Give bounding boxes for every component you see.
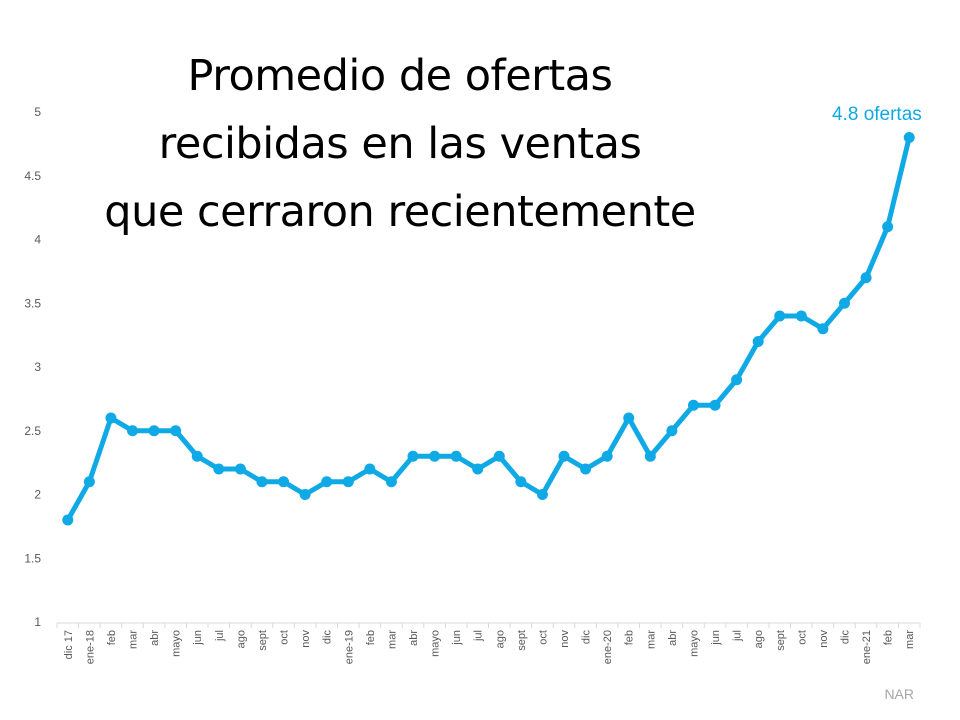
x-tick-label: ene-18 — [84, 630, 96, 664]
x-tick-label: feb — [106, 630, 118, 645]
data-point — [860, 272, 872, 284]
title-line-3: que cerraron recientemente — [104, 187, 696, 237]
x-tick-label: mar — [128, 630, 140, 649]
x-tick-label: feb — [365, 630, 377, 645]
data-point — [472, 463, 484, 475]
y-tick-label: 2 — [34, 488, 41, 502]
x-tick-label: dic — [581, 630, 593, 645]
data-point — [666, 425, 678, 437]
y-tick-label: 3.5 — [24, 296, 41, 310]
x-tick-label: dic — [322, 630, 334, 645]
data-point — [903, 132, 915, 143]
x-tick-label: sept — [516, 630, 528, 651]
data-point — [687, 399, 699, 411]
data-point — [536, 489, 548, 500]
data-point — [838, 297, 850, 309]
data-point — [256, 476, 268, 488]
x-tick-label: sept — [257, 630, 269, 651]
x-tick-label: feb — [883, 630, 895, 645]
data-point — [364, 463, 376, 475]
x-tick-label: ene-20 — [602, 630, 614, 664]
data-point — [493, 450, 505, 462]
data-point — [644, 450, 656, 462]
x-tick-label: sept — [775, 630, 787, 651]
x-tick-label: ago — [235, 630, 247, 648]
chart-title: Promedio de ofertas recibidas en las ven… — [40, 42, 760, 246]
data-point — [558, 450, 570, 462]
x-tick-label: ago — [494, 630, 506, 648]
x-tick-label: jul — [732, 630, 744, 642]
y-tick-label: 1 — [34, 615, 41, 629]
x-tick-label: abr — [149, 630, 161, 646]
data-point — [385, 476, 397, 488]
x-tick-label: mar — [645, 630, 657, 649]
data-point — [731, 374, 743, 386]
data-point — [213, 463, 225, 475]
data-point — [83, 476, 95, 488]
x-tick-label: dic 17 — [63, 630, 75, 659]
title-line-1: Promedio de ofertas — [187, 51, 613, 101]
data-point — [278, 476, 290, 488]
data-point — [709, 399, 721, 411]
x-tick-label: mayo — [171, 630, 183, 657]
data-point — [342, 476, 354, 488]
x-tick-label: mayo — [430, 630, 442, 657]
x-tick-label: abr — [667, 630, 679, 646]
x-tick-label: jul — [473, 630, 485, 642]
data-point — [191, 450, 203, 462]
y-tick-label: 2.5 — [24, 424, 41, 438]
x-tick-label: oct — [537, 630, 549, 645]
x-tick-label: ago — [753, 630, 765, 648]
data-line — [65, 135, 912, 523]
x-tick-label: nov — [300, 630, 312, 648]
x-tick-label: jun — [192, 630, 204, 646]
x-tick-label: ene-21 — [861, 630, 873, 664]
y-tick-label: 4.5 — [24, 169, 41, 183]
x-tick-label: mayo — [688, 630, 700, 657]
data-point — [752, 336, 764, 347]
data-point — [601, 450, 613, 462]
x-tick-label: jul — [214, 630, 226, 642]
y-tick-label: 4 — [34, 233, 41, 247]
data-point — [127, 425, 139, 437]
data-point — [321, 476, 333, 488]
x-tick-label: mar — [904, 630, 916, 649]
x-tick-label: feb — [624, 630, 636, 645]
x-tick-label: oct — [279, 630, 291, 645]
x-tick-label: mar — [386, 630, 398, 649]
last-value-annotation: 4.8 ofertas — [832, 104, 922, 125]
data-point — [234, 463, 246, 475]
data-point — [299, 489, 311, 500]
data-point — [817, 323, 829, 335]
title-line-2: recibidas en las ventas — [158, 119, 642, 169]
x-tick-label: abr — [408, 630, 420, 646]
x-tick-label: jun — [710, 630, 722, 646]
data-point — [795, 310, 807, 322]
data-point — [429, 450, 441, 462]
data-point — [105, 412, 117, 424]
source-label: NAR — [884, 686, 914, 702]
y-tick-label: 5 — [34, 105, 41, 119]
data-point — [62, 514, 74, 526]
y-tick-label: 3 — [34, 360, 41, 374]
x-tick-label: oct — [796, 630, 808, 645]
x-tick-label: nov — [818, 630, 830, 648]
data-point — [774, 310, 786, 322]
x-tick-label: nov — [559, 630, 571, 648]
data-point — [407, 450, 419, 462]
x-tick-label: jun — [451, 630, 463, 646]
data-point — [148, 425, 160, 437]
data-point — [515, 476, 527, 488]
y-tick-label: 1.5 — [24, 551, 41, 565]
data-point — [580, 463, 592, 475]
x-tick-label: ene-19 — [343, 630, 355, 664]
data-point — [170, 425, 182, 437]
data-point — [882, 221, 894, 233]
data-point — [623, 412, 635, 424]
data-point — [450, 450, 462, 462]
x-tick-label: dic — [839, 630, 851, 645]
